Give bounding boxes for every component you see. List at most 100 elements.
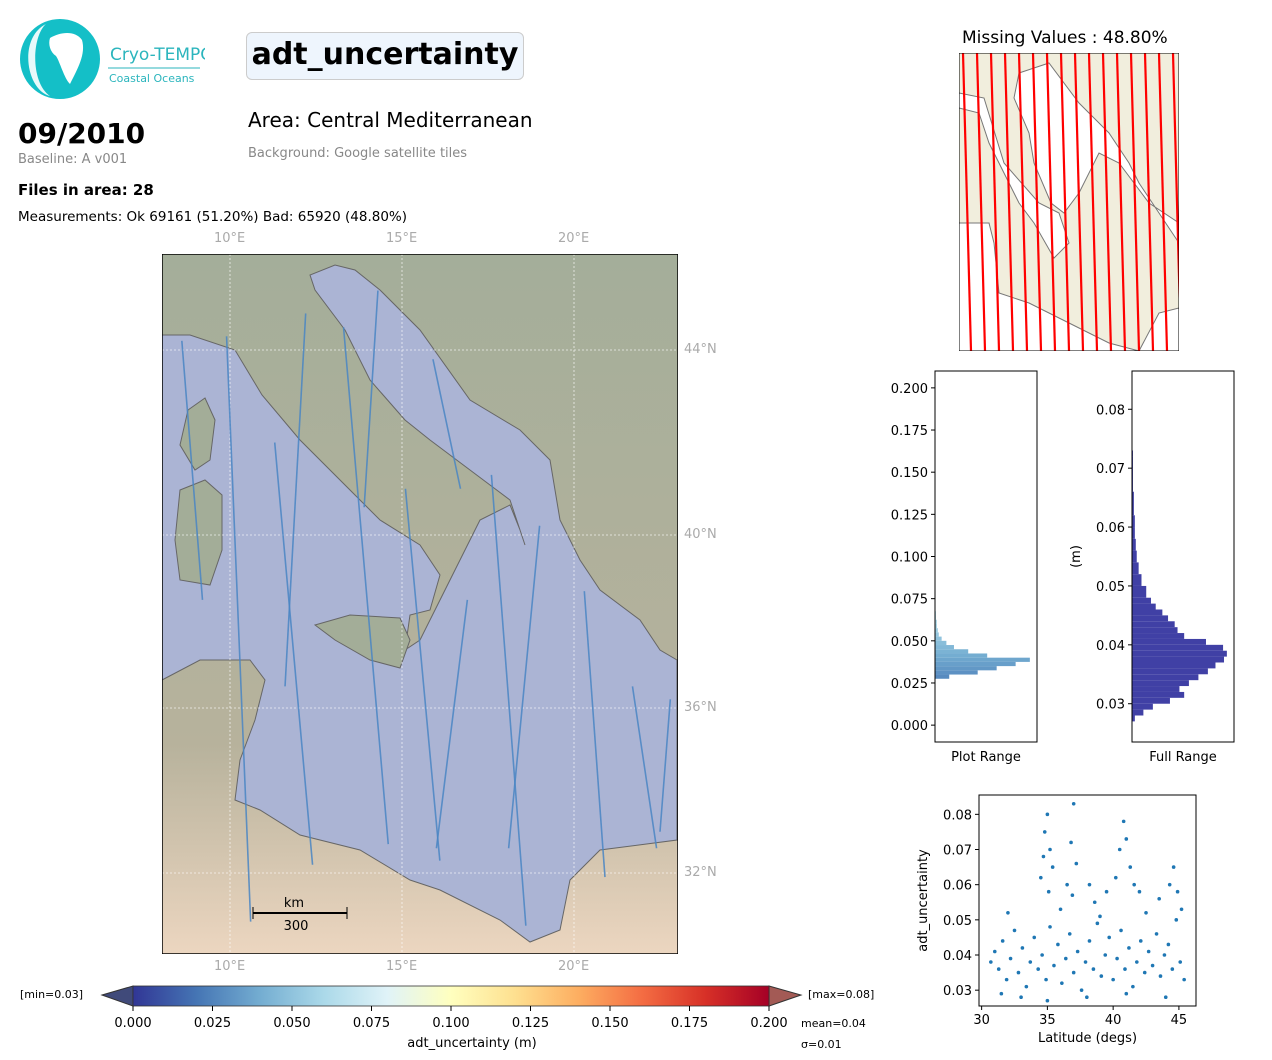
scatter-point <box>1012 928 1017 933</box>
histogram-bar <box>1132 627 1178 634</box>
y-tick-label: 0.08 <box>1096 403 1125 418</box>
scatter-point <box>1119 928 1123 933</box>
lon-tick-bottom: 15°E <box>386 959 418 974</box>
missing-track <box>1045 53 1057 351</box>
histogram-bar <box>1132 515 1135 528</box>
scatter-point <box>989 960 993 964</box>
main-map[interactable]: km 300 <box>162 254 678 954</box>
satellite-track <box>404 488 441 861</box>
scatter-point <box>1040 953 1044 957</box>
scatter-point <box>1020 946 1025 950</box>
scatter-point <box>1158 974 1163 978</box>
satellite-track <box>435 599 469 849</box>
scatter-point <box>1075 949 1080 954</box>
x-axis-label: Plot Range <box>951 750 1021 765</box>
scatter-point <box>1150 963 1155 968</box>
scatter-point <box>1032 935 1037 940</box>
scatter-point <box>1179 907 1184 912</box>
scatter-point <box>1042 830 1047 834</box>
scatter-point <box>1085 995 1089 1000</box>
scatter-point <box>1060 981 1064 985</box>
colorbar-tick-label: 0.100 <box>432 1016 469 1031</box>
scatter-point <box>1178 960 1183 964</box>
scatter-point <box>1067 932 1072 936</box>
scatter-point <box>1045 812 1050 817</box>
scatter-point <box>1074 861 1079 866</box>
background-label: Background: Google satellite tiles <box>248 146 468 161</box>
missing-track <box>1115 53 1127 351</box>
y-tick-label: 0.03 <box>943 984 972 999</box>
histogram-bar <box>935 657 1030 662</box>
histogram-bar <box>1132 574 1142 586</box>
histogram-bar <box>1132 709 1144 716</box>
y-axis-label: (m) <box>1069 545 1084 568</box>
missing-track <box>1171 53 1179 318</box>
y-tick-label: 0.125 <box>891 508 928 523</box>
scatter-point <box>1138 939 1143 943</box>
scatter-point <box>1091 967 1096 971</box>
missing-track <box>975 53 987 351</box>
histogram-bar <box>935 661 1016 667</box>
histogram-bar <box>1132 491 1134 504</box>
scatter-point <box>1052 963 1056 968</box>
colorbar-tick-label: 0.150 <box>591 1016 628 1031</box>
histogram-bar <box>1132 656 1225 663</box>
y-tick-label: 0.06 <box>1096 521 1125 536</box>
histogram-bar <box>1132 686 1180 692</box>
scatter-point <box>1065 882 1069 887</box>
histogram-bar <box>1132 503 1134 516</box>
histogram-frame <box>934 370 1038 743</box>
scatter-point <box>1103 953 1108 957</box>
full-range-histogram: 0.03 0.04 0.05 0.06 0.07 0.08 Full Range (m) <box>1069 370 1235 765</box>
lon-tick-bottom: 20°E <box>558 959 590 974</box>
histogram-bar <box>935 636 942 641</box>
scatter-point <box>1004 977 1009 982</box>
histogram-bar <box>1132 715 1135 722</box>
scatter-point <box>1041 854 1046 859</box>
scatter-point <box>1137 889 1142 894</box>
scatter-point <box>1050 865 1055 869</box>
scatter-point <box>1069 840 1073 845</box>
histogram-bar <box>1132 662 1216 669</box>
scatter-point <box>1099 974 1104 978</box>
scatter-point <box>1174 918 1179 922</box>
satellite-track <box>342 327 390 845</box>
scatter-point <box>1124 837 1129 841</box>
satellite-track <box>490 474 527 926</box>
colorbar-tick-label: 0.000 <box>114 1016 151 1031</box>
scatter-point <box>1132 882 1136 887</box>
y-tick-label: 0.200 <box>891 382 928 397</box>
satellite-track <box>659 699 672 832</box>
scatter-point <box>1117 847 1122 852</box>
scatter-point <box>1064 956 1068 961</box>
scatter-point <box>1056 942 1060 947</box>
colorbar-max-extend <box>768 985 803 1007</box>
scatter-point <box>1095 921 1100 926</box>
scatter-point <box>1092 900 1097 905</box>
histogram-bar <box>935 649 969 654</box>
variable-title: adt_uncertainty <box>246 32 524 80</box>
histogram-bar <box>1132 633 1185 639</box>
missing-track <box>1073 53 1085 351</box>
sardinia <box>174 479 223 586</box>
scatter-point <box>1157 896 1161 901</box>
scatter-point <box>1127 946 1131 950</box>
histogram-bar <box>935 645 954 650</box>
scatter-point <box>1070 893 1075 898</box>
scatter-point <box>1154 932 1159 936</box>
scatter-point <box>1019 995 1023 1000</box>
sicily <box>313 614 411 669</box>
colorbar-tick-label: 0.200 <box>750 1016 787 1031</box>
histogram-bar <box>1132 550 1137 563</box>
scatter-point <box>1144 911 1148 915</box>
date-title: 09/2010 <box>18 117 146 150</box>
scatter-point <box>1163 995 1168 1000</box>
colorbar: 0.000 0.025 0.050 0.075 0.100 0.125 0.150 0.175… <box>100 985 803 1051</box>
colorbar-tick-label: 0.025 <box>194 1016 231 1031</box>
histogram-bar <box>1132 527 1135 539</box>
scatter-point <box>1098 914 1102 919</box>
missing-track <box>1031 53 1043 351</box>
baseline-label: Baseline: A v001 <box>18 152 128 167</box>
scatter-point <box>1182 977 1186 982</box>
